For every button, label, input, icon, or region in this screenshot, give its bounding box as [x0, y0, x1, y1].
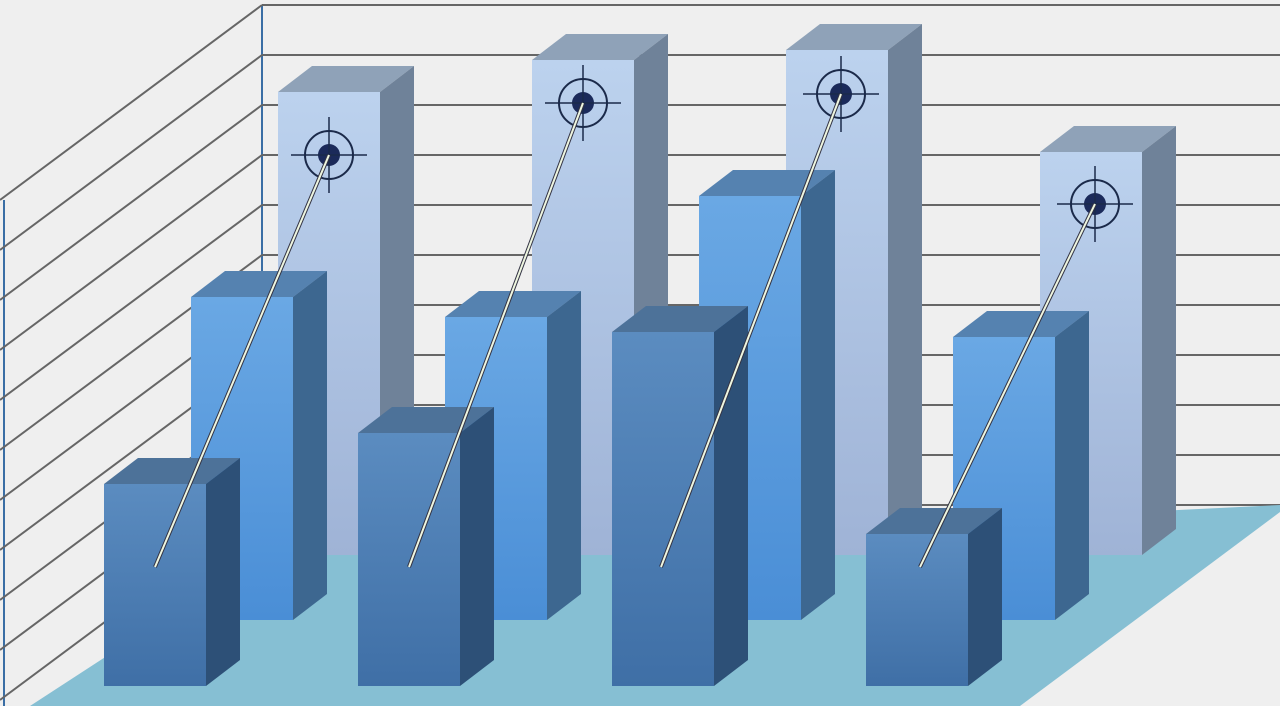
bar-side [1055, 311, 1089, 620]
side-wall-line [0, 104, 263, 301]
bar-top [532, 34, 668, 60]
pointer-line [408, 102, 584, 568]
bar-front [612, 332, 714, 686]
bar-top [699, 170, 835, 196]
pointer-line [154, 154, 330, 568]
bar-top [104, 458, 240, 484]
bar-side [293, 271, 327, 620]
side-wall-line [0, 154, 263, 351]
bar-top [191, 271, 327, 297]
bar-side [968, 508, 1002, 686]
bar-side [547, 291, 581, 620]
bar-side [460, 407, 494, 686]
side-wall-line [0, 4, 263, 201]
side-wall-line [0, 204, 263, 401]
bar-top [445, 291, 581, 317]
bar-front [104, 484, 206, 686]
bar-side [801, 170, 835, 620]
bar-top [612, 306, 748, 332]
bar-front [866, 534, 968, 686]
bars [104, 24, 1176, 686]
bar-top [278, 66, 414, 92]
bar-top [786, 24, 922, 50]
pointer-line [919, 203, 1096, 568]
side-wall-line [0, 54, 263, 251]
bar-side [888, 24, 922, 555]
bar-top [1040, 126, 1176, 152]
bar-top [866, 508, 1002, 534]
bar-side [206, 458, 240, 686]
bar-side [714, 306, 748, 686]
pointer-line [660, 93, 842, 568]
bar-side [1142, 126, 1176, 555]
bar-top [953, 311, 1089, 337]
